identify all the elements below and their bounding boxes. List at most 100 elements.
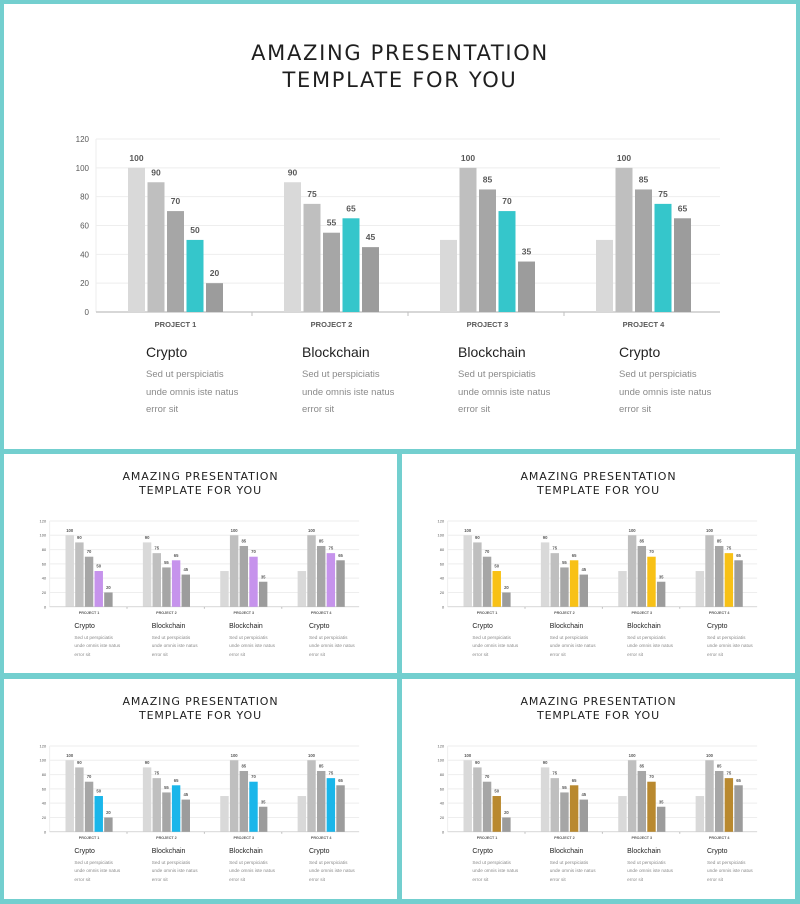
bar <box>579 799 588 832</box>
data-label: 85 <box>717 539 722 544</box>
bar <box>152 553 161 607</box>
bar <box>656 581 666 607</box>
caption-body-line: error sit <box>309 876 325 882</box>
x-tick-label: PROJECT 3 <box>234 611 255 615</box>
project-caption: Crypto Sed ut perspiciatis unde omnis iste… <box>472 620 518 660</box>
caption-body-line: unde omnis iste natus <box>302 386 395 398</box>
bar <box>618 571 627 607</box>
bar <box>618 796 627 832</box>
project-caption: Blockchain Sed ut perspiciatis unde omnis … <box>229 845 275 885</box>
x-tick-label: PROJECT 4 <box>709 836 731 840</box>
data-label: 55 <box>562 560 567 565</box>
bar <box>734 560 743 607</box>
slide-yellow: AMAZING PRESENTATION TEMPLATE FOR YOU 0 2… <box>402 454 795 673</box>
project-caption: Crypto Sed ut perspiciatis unde omnis iste… <box>146 338 238 419</box>
y-tick-label: 40 <box>440 801 445 806</box>
bar <box>239 545 249 607</box>
bar <box>258 806 268 832</box>
bar <box>142 767 152 832</box>
bar <box>284 182 301 312</box>
bar <box>220 571 229 607</box>
caption-body-line: unde omnis iste natus <box>472 643 519 649</box>
bar <box>695 796 705 832</box>
bar <box>724 553 734 607</box>
caption-body-line: Sed ut perspiciatis <box>549 859 589 865</box>
data-label: 75 <box>307 189 317 199</box>
project-caption: Blockchain Sed ut perspiciatis unde omnis … <box>152 620 198 660</box>
title-line-1: AMAZING PRESENTATION <box>520 470 677 483</box>
bar <box>705 535 714 607</box>
bar <box>724 778 734 832</box>
project-caption: Crypto Sed ut perspiciatis unde omnis iste… <box>707 620 753 660</box>
caption-body-line: unde omnis iste natus <box>309 643 355 649</box>
x-tick-label: PROJECT 2 <box>156 836 177 840</box>
data-label: 85 <box>639 174 649 184</box>
bar <box>142 542 152 607</box>
x-tick-label: PROJECT 2 <box>554 836 575 840</box>
caption-heading: Blockchain <box>151 622 186 630</box>
data-label: 100 <box>629 528 637 533</box>
data-label: 70 <box>87 774 92 779</box>
caption-body-line: error sit <box>707 651 723 657</box>
caption-heading: Crypto <box>472 847 493 855</box>
caption-body-line: Sed ut perspiciatis <box>74 859 113 865</box>
y-tick-label: 20 <box>80 279 89 288</box>
y-tick-label: 40 <box>440 576 445 581</box>
project-caption: Blockchain Sed ut perspiciatis unde omnis … <box>152 845 198 885</box>
data-label: 75 <box>329 546 334 551</box>
caption-body-line: Sed ut perspiciatis <box>151 634 191 640</box>
bar <box>94 571 103 607</box>
data-label: 65 <box>338 778 343 783</box>
project-caption: Blockchain Sed ut perspiciatis unde omnis … <box>627 845 673 885</box>
data-label: 75 <box>154 771 159 776</box>
title-line-1: AMAZING PRESENTATION <box>122 470 279 483</box>
data-label: 65 <box>338 553 343 558</box>
data-label: 100 <box>66 753 74 758</box>
bar <box>498 211 516 312</box>
bar <box>714 770 724 832</box>
data-label: 100 <box>464 753 472 758</box>
bar <box>463 535 472 607</box>
caption-body-line: error sit <box>74 651 91 657</box>
data-label: 100 <box>308 528 316 533</box>
slide-blue: AMAZING PRESENTATION TEMPLATE FOR YOU 0 2… <box>4 679 397 899</box>
slide-title: AMAZING PRESENTATION TEMPLATE FOR YOU <box>4 695 397 723</box>
data-label: 70 <box>649 549 654 554</box>
bar <box>560 792 569 832</box>
bar <box>326 778 336 832</box>
data-label: 35 <box>261 799 266 804</box>
caption-body-line: error sit <box>309 651 325 657</box>
data-label: 90 <box>145 760 150 765</box>
caption-body-line: error sit <box>627 651 644 657</box>
bar <box>502 817 511 832</box>
bar <box>181 574 190 607</box>
caption-body-line: Sed ut perspiciatis <box>549 634 589 640</box>
x-tick-label: PROJECT 4 <box>623 320 666 329</box>
caption-heading: Blockchain <box>229 622 263 630</box>
caption-body-line: error sit <box>74 876 91 882</box>
bar <box>84 556 94 607</box>
data-label: 90 <box>543 535 548 540</box>
data-label: 65 <box>736 553 741 558</box>
data-label: 100 <box>629 753 637 758</box>
title-line-2: TEMPLATE FOR YOU <box>138 709 263 723</box>
bar <box>463 760 472 832</box>
project-caption: Crypto Sed ut perspiciatis unde omnis iste… <box>309 620 355 660</box>
caption-body-line: unde omnis iste natus <box>627 643 673 649</box>
slide-main: AMAZING PRESENTATION TEMPLATE FOR YOU 0 2… <box>4 4 796 449</box>
caption-body-line: error sit <box>146 404 179 415</box>
caption-body-line: unde omnis iste natus <box>472 868 519 874</box>
caption-body-line: Sed ut perspiciatis <box>619 369 697 380</box>
bar <box>479 189 496 312</box>
data-label: 45 <box>183 792 188 797</box>
bar <box>473 542 482 607</box>
caption-heading: Crypto <box>74 847 95 855</box>
data-label: 65 <box>572 778 577 783</box>
caption-body-line: Sed ut perspiciatis <box>309 859 348 865</box>
bar <box>316 545 326 607</box>
x-tick-label: PROJECT 4 <box>311 611 333 615</box>
data-label: 85 <box>241 539 246 544</box>
data-label: 20 <box>106 585 111 590</box>
